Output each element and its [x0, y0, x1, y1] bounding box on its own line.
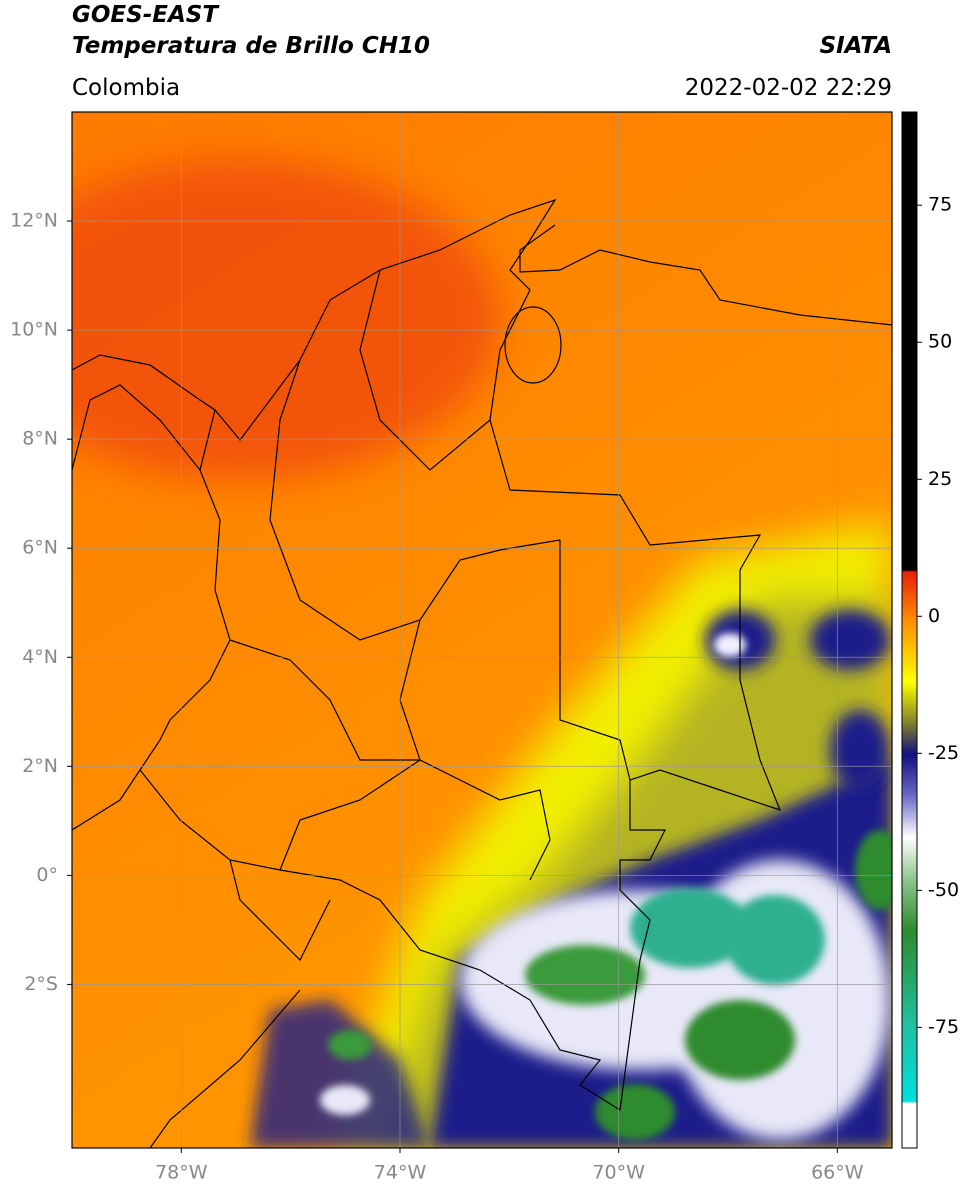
x-tick-label: 66°W [811, 1162, 864, 1184]
colorbar-tick-label: -75 [928, 1016, 959, 1038]
y-tick-label: 6°N [22, 537, 58, 559]
x-tick-label: 70°W [592, 1162, 645, 1184]
source: SIATA [820, 33, 892, 59]
y-tick-label: 10°N [10, 319, 58, 341]
colorbar-tick-label: -50 [928, 879, 959, 901]
title: GOES-EAST [72, 2, 220, 28]
subtitle: Temperatura de Brillo CH10 [72, 33, 430, 59]
datetime: 2022-02-02 22:29 [685, 75, 892, 101]
colorbar-tick-label: -25 [928, 742, 959, 764]
colorbar-tick-label: 50 [928, 331, 952, 353]
grid [72, 112, 892, 1148]
region: Colombia [72, 75, 180, 101]
y-tick-label: 2°N [22, 755, 58, 777]
y-tick-label: 12°N [10, 210, 58, 232]
colorbar [901, 111, 918, 1149]
coastline [519, 224, 892, 326]
y-tick-label: 4°N [22, 646, 58, 668]
map-frame [71, 111, 893, 1149]
colorbar-tick-label: 25 [928, 468, 952, 490]
x-tick-label: 74°W [374, 1162, 427, 1184]
department-borders [229, 269, 631, 881]
y-tick-label: 8°N [22, 428, 58, 450]
colorbar-tick-label: 0 [928, 605, 940, 627]
satellite-image [72, 112, 892, 1148]
colorbar-tick-label: 75 [928, 194, 952, 216]
x-tick-label: 78°W [155, 1162, 208, 1184]
coastline [72, 354, 331, 1148]
colombia-border [139, 198, 782, 1112]
lake [504, 306, 562, 384]
y-tick-label: 2°S [24, 973, 58, 995]
y-tick-label: 0° [36, 864, 58, 886]
